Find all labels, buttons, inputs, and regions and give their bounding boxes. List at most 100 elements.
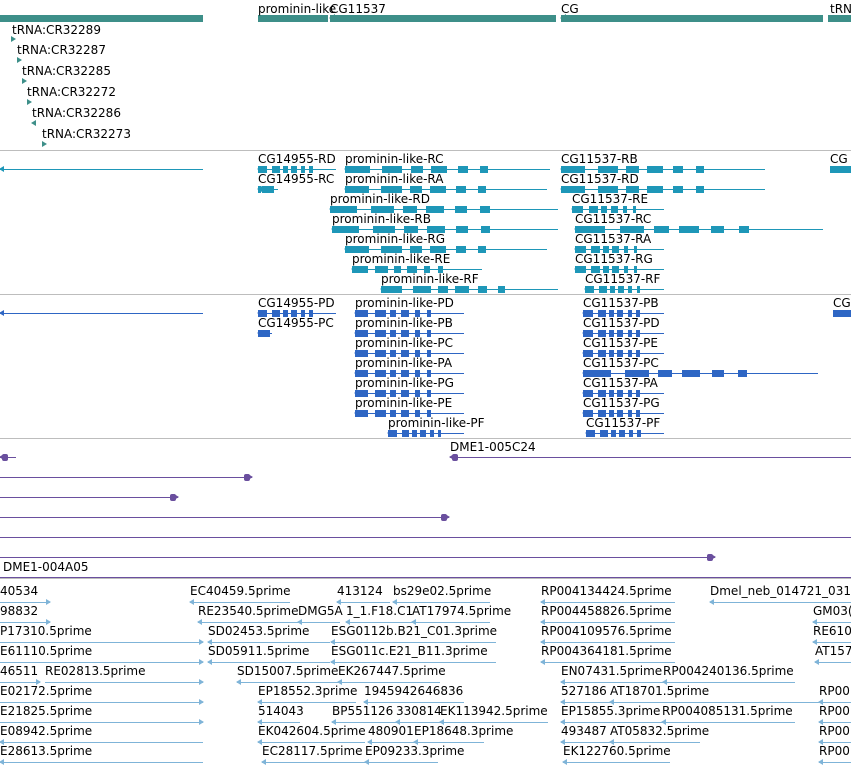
exon-block xyxy=(597,390,606,397)
feature-line xyxy=(381,289,558,290)
strand-right-arrow-icon xyxy=(46,599,51,605)
feature-label: P17310.5prime xyxy=(0,624,92,638)
exon-block xyxy=(389,350,397,357)
strand-right-arrow-icon xyxy=(248,474,253,480)
exon-block xyxy=(438,430,442,437)
feature-line xyxy=(355,393,464,394)
exon-block xyxy=(401,430,410,437)
feature-line xyxy=(561,169,765,170)
exon-block xyxy=(646,186,663,193)
exon-block xyxy=(414,410,421,417)
exon-block xyxy=(345,186,370,193)
feature-label: CG11537-RG xyxy=(575,252,653,266)
exon-block xyxy=(457,166,468,173)
feature-line xyxy=(0,682,40,683)
strand-left-arrow-icon xyxy=(582,390,587,396)
strand-left-arrow-icon xyxy=(560,699,565,705)
strand-right-arrow-icon xyxy=(42,141,47,147)
feature-label: 413124 xyxy=(337,584,383,598)
strand-left-arrow-icon xyxy=(582,370,587,376)
feature-label: AT18701.5prime xyxy=(610,684,710,698)
exon-block xyxy=(330,206,358,213)
strand-left-arrow-icon xyxy=(609,699,614,705)
exon-block xyxy=(374,390,386,397)
exon-block xyxy=(431,166,448,173)
exon-block xyxy=(627,350,632,357)
exon-block xyxy=(429,430,434,437)
feature-label: RP004458826.5prime xyxy=(541,604,672,618)
feature-label: AT05832.5prime xyxy=(610,724,710,738)
feature-line xyxy=(258,313,336,314)
feature-line xyxy=(585,289,664,290)
feature-label: 1945942646836 xyxy=(364,684,464,698)
feature-label: SD05911.5prime xyxy=(208,644,310,658)
strand-left-arrow-icon xyxy=(662,679,667,685)
feature-label: prominin-like xyxy=(258,2,337,16)
feature-label: prominin-like-RB xyxy=(332,212,431,226)
feature-label: tRNA:CR32286 xyxy=(32,106,121,120)
feature-line xyxy=(563,762,670,763)
strand-left-arrow-icon xyxy=(818,719,823,725)
feature-line xyxy=(396,722,440,723)
feature-line xyxy=(0,577,851,578)
feature-label: E08942.5prime xyxy=(0,724,93,738)
feature-label: EP18552.3prime xyxy=(258,684,358,698)
exon-block xyxy=(258,310,268,317)
feature-line xyxy=(0,602,50,603)
feature-label: GM03( xyxy=(813,604,851,618)
exon-block xyxy=(355,350,369,357)
exon-block xyxy=(260,330,264,337)
exon-block xyxy=(597,166,619,173)
feature-line xyxy=(813,642,851,643)
strand-left-arrow-icon xyxy=(540,639,545,645)
exon-block xyxy=(290,166,297,173)
exon-block xyxy=(478,246,487,253)
feature-label: prominin-like-RG xyxy=(345,232,446,246)
exon-block xyxy=(423,266,430,273)
exon-block xyxy=(414,330,421,337)
feature-line xyxy=(190,602,290,603)
feature-bar xyxy=(828,15,851,22)
exon-block xyxy=(627,330,632,337)
strand-left-arrow-icon xyxy=(387,430,392,436)
exon-block xyxy=(352,266,368,273)
feature-label: CG xyxy=(833,296,851,310)
exon-block xyxy=(271,186,275,193)
exon-block xyxy=(673,186,684,193)
exon-block xyxy=(332,226,360,233)
feature-line xyxy=(583,393,664,394)
feature-label: ESG011c.E21_B11.3prime xyxy=(331,644,488,658)
feature-label: EK122760.5prime xyxy=(563,744,671,758)
feature-label: prominin-like-PD xyxy=(355,296,454,310)
exon-block xyxy=(272,310,280,317)
feature-label: DMG5A xyxy=(298,604,343,618)
exon-block xyxy=(389,390,397,397)
strand-right-arrow-icon xyxy=(199,699,204,705)
exon-block xyxy=(608,330,614,337)
exon-block xyxy=(300,166,305,173)
feature-line xyxy=(208,662,330,663)
strand-left-arrow-icon xyxy=(571,206,576,212)
feature-line xyxy=(352,269,482,270)
exon-block xyxy=(628,286,633,293)
exon-block xyxy=(603,246,609,253)
exon-block xyxy=(374,330,386,337)
exon-block xyxy=(591,266,600,273)
exon-block xyxy=(309,310,313,317)
exon-block xyxy=(617,310,624,317)
feature-line xyxy=(819,762,851,763)
feature-label: SD15007.5prime xyxy=(237,664,339,678)
strand-left-arrow-icon xyxy=(329,206,334,212)
strand-left-arrow-icon xyxy=(354,350,359,356)
exon-block xyxy=(414,310,421,317)
exon-block xyxy=(575,266,586,273)
exon-block xyxy=(637,430,641,437)
exon-block xyxy=(375,266,389,273)
feature-line xyxy=(541,622,675,623)
exon-block xyxy=(456,226,468,233)
exon-block xyxy=(583,330,593,337)
clone-end-cap xyxy=(441,514,447,521)
strand-left-arrow-icon xyxy=(395,719,400,725)
exon-block xyxy=(455,206,467,213)
exon-block xyxy=(633,246,638,253)
